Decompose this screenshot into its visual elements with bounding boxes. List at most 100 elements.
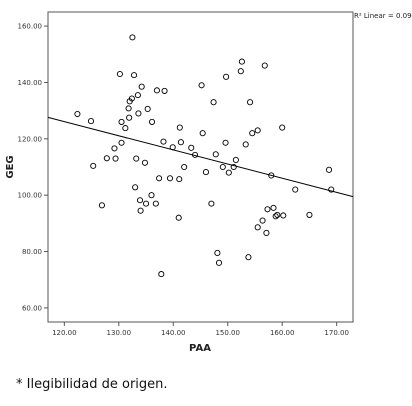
data-point: [198, 82, 205, 89]
x-tick-label: 120.00: [52, 329, 77, 337]
data-point: [152, 200, 159, 207]
y-axis-title: GEG: [5, 155, 16, 178]
data-point: [131, 72, 138, 79]
data-point: [292, 186, 299, 193]
x-tick-label: 170.00: [324, 329, 349, 337]
x-tick-label: 140.00: [161, 329, 186, 337]
data-points: [74, 34, 335, 278]
x-tick-label: 130.00: [107, 329, 132, 337]
data-point: [126, 114, 133, 121]
data-point: [232, 156, 239, 164]
y-tick-label: 140.00: [18, 79, 43, 87]
data-point: [254, 224, 261, 231]
data-point: [156, 175, 163, 182]
data-point: [247, 99, 254, 106]
data-point: [137, 207, 144, 214]
data-point: [188, 144, 195, 151]
data-point: [148, 118, 156, 125]
y-tick-label: 60.00: [22, 304, 42, 312]
data-point: [254, 127, 261, 134]
plot-area: [47, 11, 354, 323]
data-point: [128, 95, 135, 102]
data-point: [177, 139, 184, 146]
data-point: [122, 125, 129, 132]
data-point: [176, 124, 183, 131]
data-point: [279, 124, 286, 131]
data-point: [249, 130, 256, 137]
data-point: [169, 144, 176, 151]
y-tick-label: 160.00: [18, 23, 43, 31]
data-point: [176, 176, 183, 183]
data-point: [215, 259, 223, 266]
data-point: [160, 138, 167, 145]
data-point: [268, 172, 275, 179]
data-point: [280, 212, 287, 219]
data-point: [153, 87, 160, 94]
fit-line: [47, 116, 354, 198]
data-point: [144, 105, 151, 112]
x-axis-title: PAA: [189, 343, 211, 354]
data-point: [111, 145, 118, 152]
data-point: [138, 83, 145, 90]
data-point: [116, 70, 123, 78]
data-point: [112, 155, 119, 162]
data-point: [166, 175, 174, 182]
data-point: [306, 211, 313, 218]
data-point: [325, 166, 333, 173]
data-point: [181, 163, 188, 171]
data-point: [261, 62, 268, 69]
data-point: [158, 271, 165, 278]
data-point: [274, 211, 281, 218]
x-tick-label: 160.00: [270, 329, 295, 337]
y-axis-ticks: 60.00 80.00 100.00 120.00 140.00 160.00: [18, 23, 48, 312]
data-point: [259, 217, 266, 224]
data-point: [270, 204, 277, 211]
data-point: [142, 200, 150, 207]
data-point: [237, 68, 244, 75]
data-point: [212, 151, 219, 158]
x-tick-label: 150.00: [215, 329, 240, 337]
data-point: [219, 163, 226, 171]
data-point: [210, 99, 217, 106]
y-tick-label: 100.00: [18, 192, 43, 200]
x-axis-ticks: 120.00 130.00 140.00 150.00 160.00 170.00: [52, 322, 349, 337]
data-point: [222, 139, 229, 146]
data-point: [264, 206, 271, 213]
data-point: [242, 141, 249, 148]
data-point: [263, 229, 270, 236]
data-point: [202, 169, 209, 176]
data-point: [125, 105, 132, 112]
data-point: [208, 200, 215, 207]
data-point: [272, 213, 279, 220]
data-point: [129, 34, 136, 41]
data-point: [87, 118, 95, 125]
footnote: * Ilegibilidad de origen.: [16, 377, 168, 392]
data-point: [141, 159, 148, 166]
data-point: [135, 110, 142, 117]
data-point: [98, 202, 105, 209]
data-point: [214, 249, 221, 257]
y-tick-label: 80.00: [22, 248, 42, 256]
data-point: [118, 118, 125, 125]
data-point: [90, 162, 97, 169]
data-point: [148, 192, 155, 199]
data-point: [199, 130, 206, 137]
data-point: [133, 155, 140, 162]
data-point: [74, 110, 81, 118]
data-point: [328, 186, 335, 193]
data-point: [225, 169, 232, 176]
y-tick-label: 120.00: [18, 135, 43, 143]
data-point: [118, 139, 125, 146]
r2-annotation: R² Linear = 0.094: [354, 12, 412, 20]
data-point: [134, 92, 141, 99]
data-point: [245, 254, 252, 261]
data-point: [136, 197, 144, 204]
data-point: [175, 214, 182, 221]
data-point: [161, 87, 168, 94]
data-point: [132, 184, 139, 191]
data-point: [103, 155, 110, 162]
data-point: [230, 163, 237, 171]
data-point: [192, 151, 199, 158]
data-point: [223, 73, 230, 80]
scatter-chart: 120.00 130.00 140.00 150.00 160.00 170.00 60.…: [5, 11, 412, 354]
